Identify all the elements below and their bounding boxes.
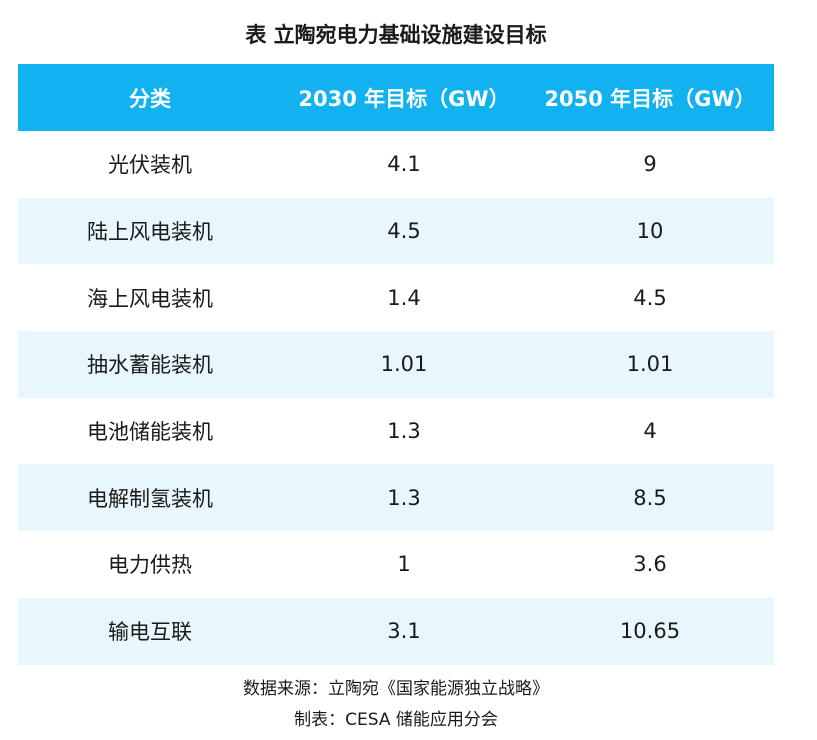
targets-table: 分类 2030 年目标（GW） 2050 年目标（GW） 光伏装机 4.1 9 … [18, 64, 774, 665]
table-row: 抽水蓄能装机 1.01 1.01 [18, 331, 774, 398]
table-title: 表 立陶宛电力基础设施建设目标 [245, 23, 547, 47]
cell-2030: 4.5 [282, 197, 526, 265]
cell-2050: 8.5 [526, 464, 774, 532]
cell-2030: 1.3 [282, 464, 526, 532]
cell-2030: 1 [397, 552, 411, 577]
cell-category: 光伏装机 [108, 153, 192, 178]
data-source-note: 数据来源：立陶宛《国家能源独立战略》 [243, 679, 549, 699]
table-row: 电解制氢装机 1.3 8.5 [18, 464, 774, 532]
cell-category: 电解制氢装机 [18, 464, 282, 532]
header-2050: 2050 年目标（GW） [526, 64, 774, 131]
cell-category: 电池储能装机 [87, 420, 213, 445]
table-row: 输电互联 3.1 10.65 [18, 597, 774, 665]
header-2030: 2030 年目标（GW） [282, 64, 526, 131]
cell-category: 电力供热 [108, 553, 192, 578]
cell-category: 抽水蓄能装机 [18, 331, 282, 398]
cell-2030: 4.1 [387, 152, 421, 177]
table-row: 海上风电装机 1.4 4.5 [18, 264, 774, 331]
cell-2050: 9 [643, 152, 657, 177]
cell-2030: 1.4 [387, 285, 421, 310]
cell-2050: 3.6 [633, 552, 667, 577]
cell-2030: 1.01 [282, 331, 526, 398]
header-category: 分类 [18, 64, 282, 131]
table-row: 电力供热 1 3.6 [18, 531, 774, 598]
table-row: 电池储能装机 1.3 4 [18, 398, 774, 465]
cell-2050: 4 [643, 419, 657, 444]
table-maker-note: 制表：CESA 储能应用分会 [294, 710, 498, 730]
cell-2030: 1.3 [387, 419, 421, 444]
cell-2030: 3.1 [282, 597, 526, 665]
cell-category: 输电互联 [18, 597, 282, 665]
cell-category: 海上风电装机 [87, 286, 213, 311]
cell-2050: 10.65 [526, 597, 774, 665]
cell-2050: 10 [526, 197, 774, 265]
cell-2050: 1.01 [526, 331, 774, 398]
table-row: 陆上风电装机 4.5 10 [18, 197, 774, 265]
cell-2050: 4.5 [633, 285, 667, 310]
table-row: 光伏装机 4.1 9 [18, 131, 774, 198]
header-row: 分类 2030 年目标（GW） 2050 年目标（GW） [18, 64, 774, 131]
cell-category: 陆上风电装机 [18, 197, 282, 265]
